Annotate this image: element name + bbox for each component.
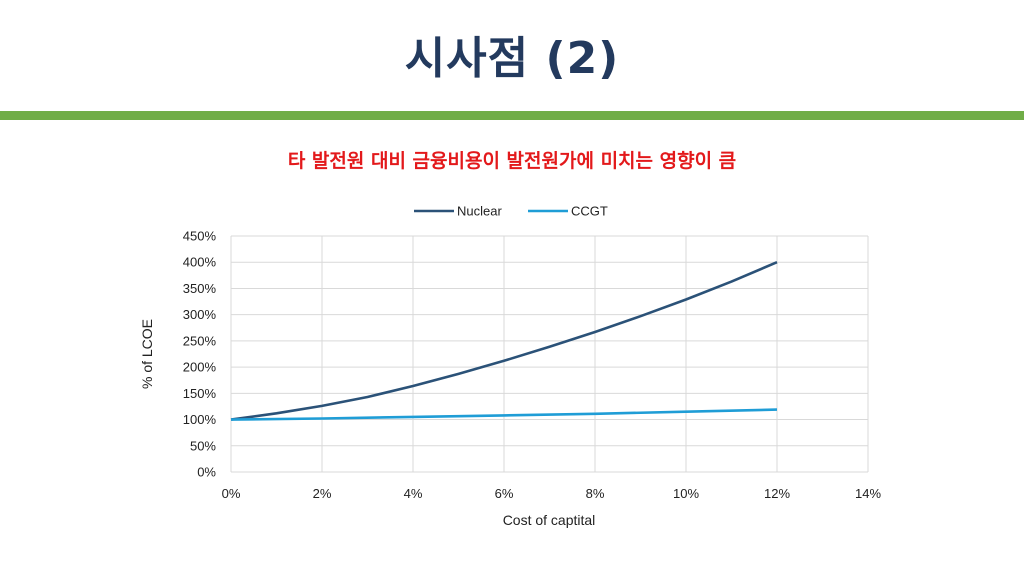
x-tick-label: 10% [673, 486, 699, 501]
x-tick-label: 0% [222, 486, 241, 501]
y-tick-label: 0% [197, 465, 216, 480]
x-tick-label: 4% [404, 486, 423, 501]
y-tick-labels: 0% 50% 100% 150% 200% 250% 300% 350% 400% 450% [183, 229, 217, 480]
legend-label-nuclear: Nuclear [457, 204, 502, 219]
legend-label-ccgt: CCGT [571, 204, 608, 219]
slide-title: 시사점 (2) [404, 33, 620, 84]
chart-legend: Nuclear CCGT [414, 204, 608, 219]
y-tick-label: 250% [183, 333, 217, 348]
y-tick-label: 300% [183, 307, 217, 322]
y-tick-label: 350% [183, 281, 217, 296]
x-tick-label: 6% [495, 486, 514, 501]
series-line-ccgt [230, 408, 778, 421]
chart-grid [230, 235, 869, 473]
y-tick-label: 100% [183, 412, 217, 427]
x-tick-label: 8% [586, 486, 605, 501]
x-axis-label: Cost of captital [503, 512, 596, 528]
y-tick-label: 150% [183, 386, 217, 401]
y-tick-label: 200% [183, 360, 217, 375]
y-tick-label: 50% [190, 438, 216, 453]
series-line-nuclear [230, 261, 778, 421]
y-tick-label: 450% [183, 229, 217, 244]
slide-subtitle: 타 발전원 대비 금융비용이 발전원가에 미치는 영향이 큼 [287, 150, 737, 172]
x-tick-label: 14% [855, 486, 881, 501]
x-tick-label: 12% [764, 486, 790, 501]
y-tick-label: 400% [183, 255, 217, 270]
title-divider [0, 111, 1024, 120]
x-tick-label: 2% [313, 486, 332, 501]
chart-series [230, 261, 778, 421]
y-axis-label: % of LCOE [139, 319, 155, 389]
x-tick-labels: 0% 2% 4% 6% 8% 10% 12% 14% [222, 486, 882, 501]
